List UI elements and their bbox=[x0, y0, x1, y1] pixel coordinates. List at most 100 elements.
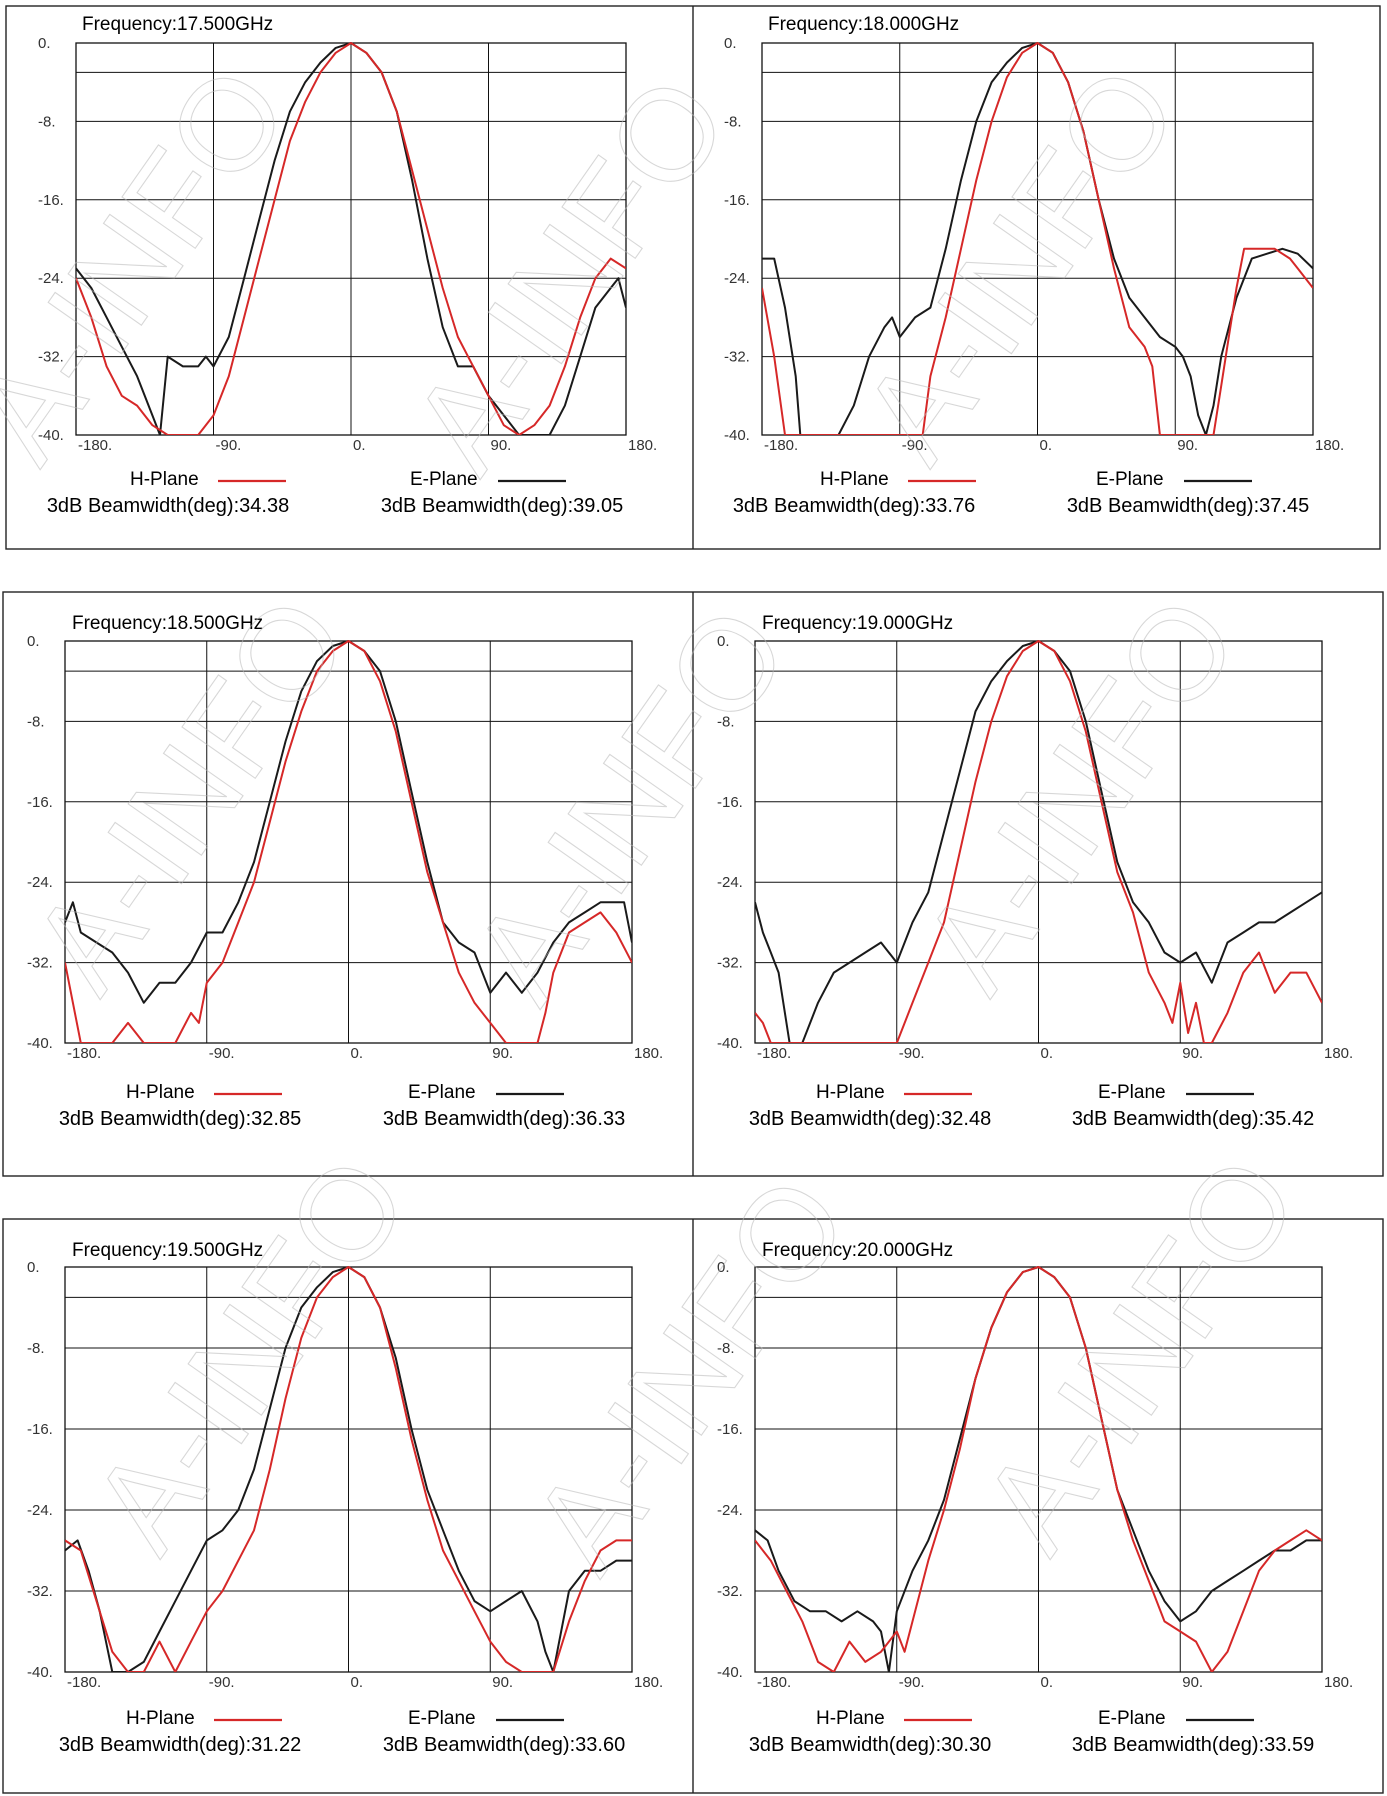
x-tick-label: -90. bbox=[209, 1045, 235, 1062]
y-tick-label: -32. bbox=[717, 955, 743, 972]
x-tick-label: -90. bbox=[899, 1045, 925, 1062]
x-tick-label: -180. bbox=[757, 1674, 791, 1691]
x-tick-label: -180. bbox=[78, 437, 112, 454]
legend-h-plane-label: H-Plane bbox=[816, 1708, 885, 1729]
y-tick-label: -24. bbox=[27, 1502, 53, 1519]
y-tick-label: 0. bbox=[27, 633, 40, 650]
y-tick-label: -40. bbox=[27, 1664, 53, 1681]
y-tick-label: -16. bbox=[27, 794, 53, 811]
y-tick-label: -32. bbox=[27, 1583, 53, 1600]
y-tick-label: -24. bbox=[27, 874, 53, 891]
y-tick-label: -8. bbox=[27, 1340, 45, 1357]
x-tick-label: -90. bbox=[899, 1674, 925, 1691]
x-tick-label: -180. bbox=[757, 1045, 791, 1062]
beamwidth-label: 3dB Beamwidth(deg):37.45 bbox=[1067, 495, 1309, 517]
x-tick-label: -180. bbox=[764, 437, 798, 454]
chart-panel-6: Frequency:20.000GHz 0. -8. -16. -24. -32. -40.… bbox=[717, 1240, 1353, 1756]
y-tick-label: 0. bbox=[717, 633, 730, 650]
legend-e-plane-label: E-Plane bbox=[1098, 1708, 1166, 1729]
x-tick-label: -180. bbox=[67, 1045, 101, 1062]
x-tick-label: 90. bbox=[491, 437, 512, 454]
y-tick-label: -16. bbox=[717, 794, 743, 811]
beamwidth-label: 3dB Beamwidth(deg):32.85 bbox=[59, 1108, 301, 1130]
x-tick-label: -180. bbox=[67, 1674, 101, 1691]
beamwidth-label: 3dB Beamwidth(deg):30.30 bbox=[749, 1734, 991, 1756]
y-tick-label: 0. bbox=[724, 35, 737, 52]
y-tick-label: -8. bbox=[38, 113, 56, 130]
y-tick-label: -40. bbox=[717, 1035, 743, 1052]
x-tick-label: 90. bbox=[1177, 437, 1198, 454]
h-plane-series-line bbox=[65, 640, 632, 1043]
y-tick-label: -40. bbox=[38, 427, 64, 444]
beamwidth-label: 3dB Beamwidth(deg):34.38 bbox=[47, 495, 289, 517]
y-tick-label: -24. bbox=[724, 270, 750, 287]
y-tick-label: -16. bbox=[717, 1421, 743, 1438]
beamwidth-label: 3dB Beamwidth(deg):35.42 bbox=[1072, 1108, 1314, 1130]
chart-panel-3: Frequency:18.500GHz 0. -8. -16. -24. -32. -40.… bbox=[27, 613, 663, 1130]
chart-panel-1: Frequency:17.500GHz 0. -8. -16. -24. -32. -40.… bbox=[38, 14, 657, 517]
y-tick-label: -24. bbox=[717, 874, 743, 891]
charts-layer: Frequency:17.500GHz 0. -8. -16. -24. -32. -40.… bbox=[27, 14, 1353, 1756]
y-tick-label: -8. bbox=[724, 113, 742, 130]
y-tick-label: 0. bbox=[38, 35, 51, 52]
h-plane-series-line bbox=[762, 42, 1313, 435]
x-tick-label: 180. bbox=[634, 1045, 663, 1062]
chart-title: Frequency:19.000GHz bbox=[762, 613, 953, 634]
x-tick-label: -90. bbox=[902, 437, 928, 454]
chart-title: Frequency:19.500GHz bbox=[72, 1240, 263, 1261]
chart-panel-2: Frequency:18.000GHz 0. -8. -16. -24. -32. -40.… bbox=[724, 14, 1344, 517]
legend-h-plane-label: H-Plane bbox=[126, 1082, 195, 1103]
x-tick-label: 0. bbox=[1041, 1674, 1054, 1691]
x-tick-label: 180. bbox=[1315, 437, 1344, 454]
e-plane-series-line bbox=[76, 42, 626, 435]
chart-panel-4: Frequency:19.000GHz 0. -8. -16. -24. -32. -40.… bbox=[717, 613, 1353, 1130]
legend-e-plane-label: E-Plane bbox=[410, 469, 478, 490]
y-tick-label: -32. bbox=[717, 1583, 743, 1600]
chart-panel-5: Frequency:19.500GHz 0. -8. -16. -24. -32. -40.… bbox=[27, 1240, 663, 1756]
legend-e-plane-label: E-Plane bbox=[408, 1708, 476, 1729]
legend-e-plane-label: E-Plane bbox=[1096, 469, 1164, 490]
x-tick-label: 90. bbox=[1182, 1045, 1203, 1062]
h-plane-series-line bbox=[755, 640, 1322, 1043]
y-tick-label: -32. bbox=[724, 349, 750, 366]
x-tick-label: 0. bbox=[1040, 437, 1053, 454]
legend-h-plane-label: H-Plane bbox=[126, 1708, 195, 1729]
beamwidth-label: 3dB Beamwidth(deg):33.60 bbox=[383, 1734, 625, 1756]
y-tick-label: -40. bbox=[724, 427, 750, 444]
chart-title: Frequency:17.500GHz bbox=[82, 14, 273, 35]
h-plane-series-line bbox=[755, 1266, 1322, 1672]
y-tick-label: 0. bbox=[27, 1259, 40, 1276]
beamwidth-label: 3dB Beamwidth(deg):33.59 bbox=[1072, 1734, 1314, 1756]
y-tick-label: -32. bbox=[27, 955, 53, 972]
chart-title: Frequency:18.500GHz bbox=[72, 613, 263, 634]
x-tick-label: 180. bbox=[628, 437, 657, 454]
chart-title: Frequency:20.000GHz bbox=[762, 1240, 953, 1261]
y-tick-label: -40. bbox=[27, 1035, 53, 1052]
x-tick-label: 90. bbox=[492, 1674, 513, 1691]
h-plane-series-line bbox=[76, 42, 626, 435]
x-tick-label: 180. bbox=[1324, 1045, 1353, 1062]
x-tick-label: 180. bbox=[1324, 1674, 1353, 1691]
x-tick-label: -90. bbox=[216, 437, 242, 454]
beamwidth-label: 3dB Beamwidth(deg):32.48 bbox=[749, 1108, 991, 1130]
beamwidth-label: 3dB Beamwidth(deg):31.22 bbox=[59, 1734, 301, 1756]
x-tick-label: 90. bbox=[492, 1045, 513, 1062]
panel-frames bbox=[2, 5, 1384, 1794]
h-plane-series-line bbox=[65, 1266, 632, 1672]
y-tick-label: -16. bbox=[38, 192, 64, 209]
beamwidth-label: 3dB Beamwidth(deg):36.33 bbox=[383, 1108, 625, 1130]
y-tick-label: -8. bbox=[27, 713, 45, 730]
y-tick-label: -16. bbox=[724, 192, 750, 209]
x-tick-label: -90. bbox=[209, 1674, 235, 1691]
y-tick-label: -32. bbox=[38, 349, 64, 366]
y-tick-label: -40. bbox=[717, 1664, 743, 1681]
legend-h-plane-label: H-Plane bbox=[816, 1082, 885, 1103]
beamwidth-label: 3dB Beamwidth(deg):33.76 bbox=[733, 495, 975, 517]
legend-h-plane-label: H-Plane bbox=[820, 469, 889, 490]
x-tick-label: 180. bbox=[634, 1674, 663, 1691]
y-tick-label: -24. bbox=[717, 1502, 743, 1519]
x-tick-label: 90. bbox=[1182, 1674, 1203, 1691]
x-tick-label: 0. bbox=[353, 437, 366, 454]
y-tick-label: -24. bbox=[38, 270, 64, 287]
